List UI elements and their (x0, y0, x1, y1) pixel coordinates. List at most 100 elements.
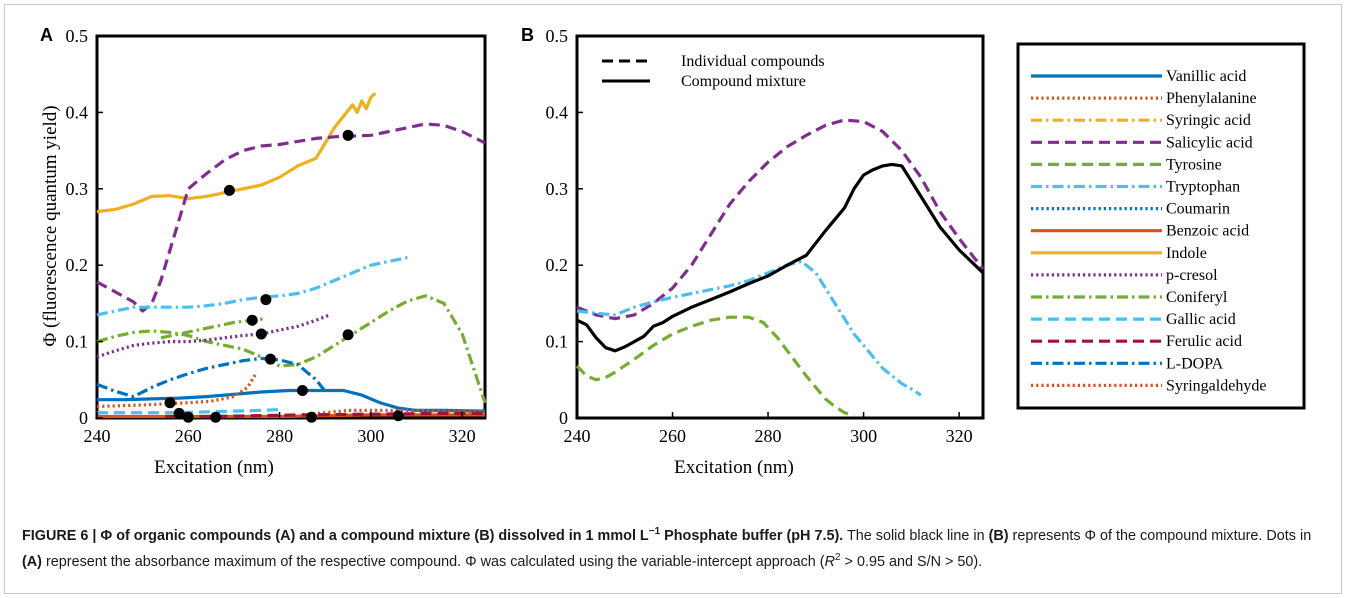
panel-a-series-syringaldehyde (302, 408, 486, 417)
panel-a-series-ferulic-acid (165, 411, 485, 419)
panel-b-ytick-label: 0.2 (546, 255, 569, 275)
figure-caption: FIGURE 6 | Φ of organic compounds (A) an… (22, 521, 1322, 573)
legend-label: Indole (1166, 245, 1207, 262)
caption-lead: FIGURE 6 | Φ of organic compounds (22, 528, 272, 544)
panel-b-series-lines (575, 118, 985, 418)
panel-a-absorbance-dots (164, 129, 404, 423)
legend-label: Phenylalanine (1166, 90, 1257, 107)
absorbance-max-dot (260, 294, 272, 306)
absorbance-max-dot (246, 314, 258, 326)
absorbance-max-dot (342, 329, 354, 341)
panel-a-series-coniferyl (96, 294, 487, 404)
legend-label: Coniferyl (1166, 289, 1228, 306)
absorbance-max-dot (223, 184, 235, 196)
panel-a-xtick-label: 280 (266, 426, 293, 446)
panel-a-series-vanillic-acid (97, 388, 486, 413)
absorbance-max-dot (264, 353, 276, 365)
legend-label: Ferulic acid (1166, 333, 1242, 350)
caption-lead-end-1: dissolved in 1 mmol L (494, 528, 649, 544)
panel-a-series-tyrosine (97, 408, 280, 415)
caption-body-r: R (824, 554, 835, 570)
legend-label: Syringaldehyde (1166, 377, 1266, 394)
caption-lead-end-2: Phosphate buffer (pH 7.5). (660, 528, 844, 544)
legend-label: p-cresol (1166, 267, 1218, 284)
panel-b-ytick-label: 0.4 (546, 102, 569, 122)
caption-body-3: represent the absorbance maximum of the … (41, 554, 825, 570)
absorbance-max-dot (164, 397, 176, 409)
panel-b-inner-legend: Individual compounds Compound mixture (602, 53, 825, 90)
panel-a-ytick-label: 0.2 (66, 255, 89, 275)
panel-b-letter: B (521, 25, 534, 45)
caption-body-sup: 2 (835, 552, 841, 563)
caption-body-1: The solid black line in (843, 528, 989, 544)
figure-frame (4, 4, 1342, 594)
panel-a-series-salicylic-acid (96, 122, 486, 313)
legend-label: Benzoic acid (1166, 223, 1249, 240)
panel-a-xlabel: Excitation (nm) (154, 457, 274, 478)
panel-b-xlabel: Excitation (nm) (674, 457, 794, 478)
panel-a-ytick-label: 0 (79, 408, 88, 428)
panel-b-xtick-label: 240 (564, 426, 591, 446)
panel-a-ytick-label: 0.5 (66, 26, 89, 46)
panel-b-series-compound-mixture (576, 162, 985, 353)
panel-b-ytick-label: 0.5 (546, 26, 569, 46)
panel-a-ytick-label: 0.4 (66, 102, 89, 122)
panel-b-series-coniferyl (575, 315, 855, 418)
caption-lead-mid: and a compound mixture (295, 528, 475, 544)
absorbance-max-dot (255, 328, 267, 340)
panel-a-ytick-label: 0.3 (66, 179, 89, 199)
caption-lead-sup: −1 (648, 526, 661, 537)
caption-lead-a: (A) (275, 528, 296, 544)
absorbance-max-dot (296, 384, 308, 396)
legend-label: Syringic acid (1166, 112, 1251, 129)
panel-b-axes-box (575, 34, 985, 420)
legend-label: Tyrosine (1166, 156, 1222, 173)
absorbance-max-dot (210, 411, 222, 423)
panel-a-ylabel: Φ (fluorescence quantum yield) (40, 105, 61, 346)
caption-body-b: (B) (988, 528, 1009, 544)
panel-a-xtick-label: 240 (84, 426, 111, 446)
absorbance-max-dot (342, 129, 354, 141)
panel-a-series-tryptophan (96, 256, 408, 317)
caption-lead-b: (B) (474, 528, 495, 544)
caption-body-a: (A) (22, 554, 42, 570)
absorbance-max-dot (306, 411, 318, 423)
panel-b-xtick-label: 300 (850, 426, 877, 446)
panel-b-xtick-label: 320 (946, 426, 973, 446)
inner-legend-label: Individual compounds (681, 53, 825, 70)
legend-label: L-DOPA (1166, 355, 1224, 372)
panel-a-ticks: 240 260 280 300 320 0 0.1 0.2 0.3 0.4 0.5 (66, 26, 476, 446)
panel-a-letter: A (40, 25, 53, 45)
legend-box (1016, 42, 1306, 410)
panel-a-ytick-label: 0.1 (66, 332, 89, 352)
caption-body-2: represents Φ of the compound mixture. Do… (1008, 528, 1312, 544)
panel-b-series-salicylic-acid (576, 118, 985, 321)
panel-b-xtick-label: 280 (755, 426, 782, 446)
legend-label: Gallic acid (1166, 311, 1236, 328)
panel-a-axes-box (95, 34, 487, 420)
panel-b-ytick-label: 0.3 (546, 179, 569, 199)
panel-a-series-lines (96, 92, 487, 419)
panel-a-series-p-cresol (96, 313, 331, 359)
legend-label: Vanillic acid (1166, 68, 1246, 85)
legend-label: Coumarin (1166, 201, 1230, 218)
figure-canvas: 240 260 280 300 320 0 0.1 0.2 0.3 0.4 0.5 A Excita… (40, 25, 1306, 478)
absorbance-max-dot (173, 407, 185, 419)
inner-legend-label: Compound mixture (681, 73, 806, 90)
panel-b-ticks: 240 260 280 300 320 0 0.1 0.2 0.3 0.4 0.5 (546, 26, 973, 446)
compound-legend: Vanillic acid Phenylalanine Syringic acid S… (1016, 42, 1306, 410)
panel-a-xtick-label: 320 (449, 426, 476, 446)
panel-a-xtick-label: 260 (175, 426, 202, 446)
panel-a: 240 260 280 300 320 0 0.1 0.2 0.3 0.4 0.5 A Excita… (40, 25, 487, 478)
legend-items: Vanillic acid Phenylalanine Syringic acid S… (1031, 68, 1266, 394)
legend-label: Salicylic acid (1166, 134, 1253, 151)
panel-b-series-tryptophan (576, 259, 922, 397)
panel-a-series-indole (96, 92, 377, 214)
panel-b-ytick-label: 0.1 (546, 332, 569, 352)
panel-b-ytick-label: 0 (559, 408, 568, 428)
caption-body-4: > 0.95 and S/N > 50). (840, 554, 983, 570)
legend-label: Tryptophan (1166, 179, 1240, 196)
panel-b: 240 260 280 300 320 0 0.1 0.2 0.3 0.4 0.5 Individu… (521, 25, 985, 478)
absorbance-max-dot (392, 410, 404, 422)
panel-a-xtick-label: 300 (357, 426, 384, 446)
